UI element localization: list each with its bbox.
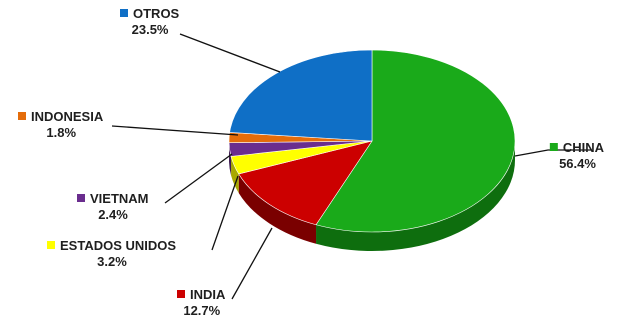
- label-name-china: CHINA: [563, 140, 605, 155]
- label-name-india: INDIA: [190, 287, 226, 302]
- pie-side-estados-unidos: [231, 156, 239, 193]
- leader-line-otros: [179, 33, 281, 73]
- label-value-vietnam: 2.4%: [98, 207, 128, 222]
- legend-marker-china: [549, 143, 558, 151]
- pie-side-india: [238, 173, 317, 244]
- leader-line-vietnam: [164, 153, 233, 204]
- leader-line-china: [514, 149, 592, 157]
- label-name-indonesia: INDONESIA: [31, 109, 104, 124]
- label-value-estados-unidos: 3.2%: [97, 254, 127, 269]
- leader-line-estados-unidos: [211, 175, 239, 251]
- label-value-india: 12.7%: [183, 303, 220, 318]
- leader-line-india: [231, 227, 273, 300]
- label-value-indonesia: 1.8%: [46, 125, 76, 140]
- legend-marker-otros: [120, 9, 128, 17]
- legend-marker-india: [177, 290, 185, 298]
- pie-top-faces: [228, 49, 516, 233]
- legend-marker-vietnam: [77, 194, 85, 202]
- label-name-vietnam: VIETNAM: [90, 191, 149, 206]
- legend-marker-estados-unidos: [47, 241, 55, 249]
- label-name-estados-unidos: ESTADOS UNIDOS: [60, 238, 176, 253]
- pie-slice-china: [315, 49, 516, 233]
- legend-marker-indonesia: [18, 112, 26, 120]
- pie-side-vietnam: [229, 142, 232, 176]
- pie-slice-india: [238, 140, 373, 226]
- leader-line-indonesia: [111, 125, 239, 136]
- label-value-china: 56.4%: [559, 156, 596, 171]
- label-value-otros: 23.5%: [132, 22, 169, 37]
- pie-side-walls: [229, 141, 515, 251]
- pie-side-china: [316, 141, 515, 251]
- pie-slice-otros: [229, 49, 373, 142]
- label-name-otros: OTROS: [133, 6, 180, 21]
